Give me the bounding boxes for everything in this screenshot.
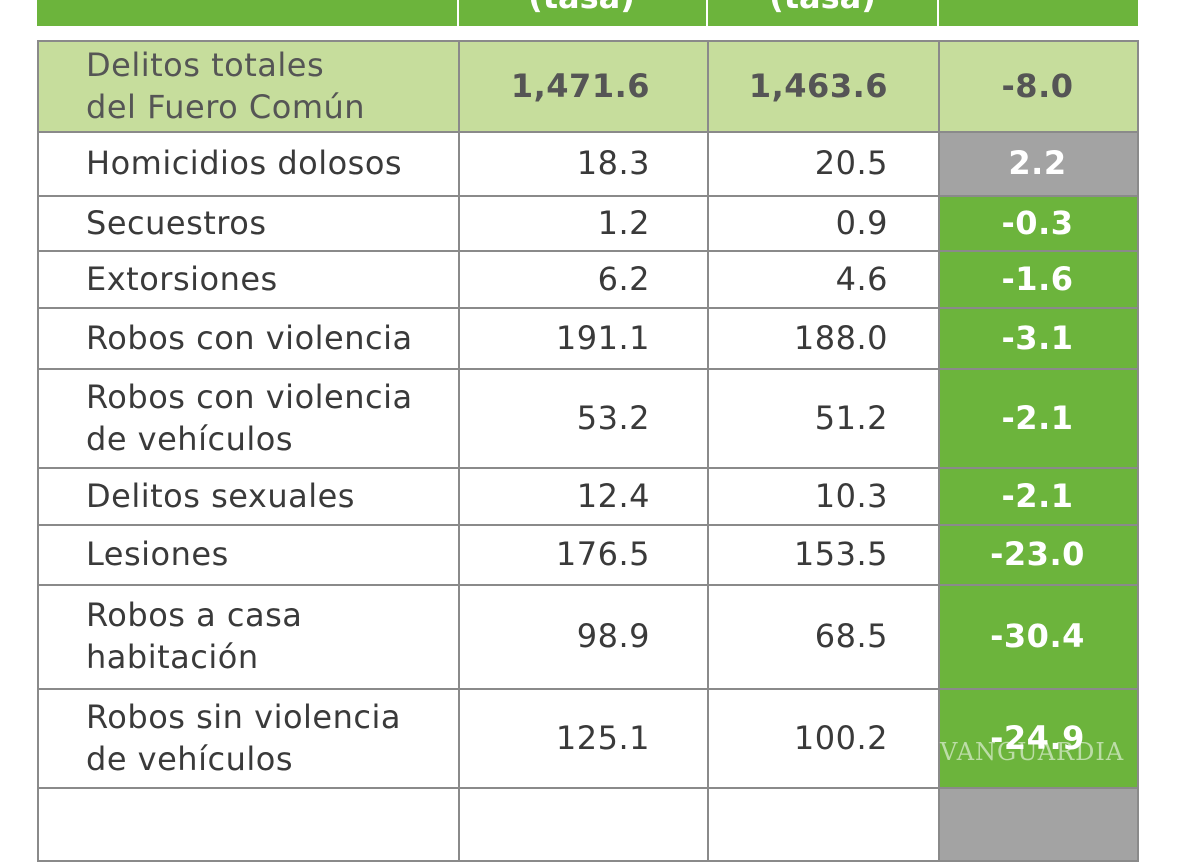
table-cell (37, 368, 460, 469)
table-cell (938, 131, 1139, 197)
table-cell (458, 584, 709, 690)
difference: -2.1 (1001, 476, 1074, 515)
rate-value: 10.3 (814, 476, 888, 515)
table-cell (37, 524, 460, 586)
row-label: Homicidios dolosos (86, 144, 403, 182)
rate-value: 1,463.6 (748, 66, 888, 105)
row-label: de vehículos (86, 739, 293, 778)
rate-value: 20.5 (814, 144, 888, 182)
divider (457, 0, 459, 26)
table-cell (707, 688, 940, 789)
table-cell (37, 584, 460, 690)
difference: 2.2 (1008, 144, 1067, 182)
rate-value: 4.6 (835, 259, 888, 298)
rate-value: 1,471.6 (510, 66, 650, 105)
table-cell (938, 688, 1139, 789)
table-cell (37, 787, 460, 862)
row-label: del Fuero Común (86, 87, 366, 126)
row-label: Delitos sexuales (86, 476, 355, 515)
rate-value: 0.9 (835, 203, 888, 242)
rate-value: 12.4 (576, 476, 650, 515)
table-cell (938, 584, 1139, 690)
header-bar: (tasa) (tasa) (37, 0, 1138, 26)
table-cell (458, 787, 709, 862)
table-cell (707, 307, 940, 370)
rate-value: 98.9 (576, 617, 650, 655)
difference: -24.9 (990, 718, 1085, 757)
table-cell (707, 368, 940, 469)
row-label: Robos a casa (86, 596, 303, 634)
table-cell (707, 787, 940, 862)
row-label: Robos sin violencia (86, 697, 401, 736)
row-label: Secuestros (86, 203, 267, 242)
rate-value: 100.2 (793, 718, 888, 757)
difference: -1.6 (1001, 259, 1074, 298)
rate-value: 153.5 (793, 535, 888, 573)
difference: -3.1 (1001, 318, 1074, 357)
rate-value: 53.2 (576, 398, 650, 437)
difference: -23.0 (990, 535, 1085, 573)
rate-value: 18.3 (576, 144, 650, 182)
rate-value: 191.1 (555, 318, 650, 357)
divider (937, 0, 939, 26)
rate-value: 188.0 (793, 318, 888, 357)
rate-value: 176.5 (555, 535, 650, 573)
difference: -0.3 (1001, 203, 1074, 242)
row-label: Robos con violencia (86, 318, 413, 357)
table-cell (458, 40, 709, 133)
difference: -8.0 (1001, 66, 1074, 105)
row-label: Lesiones (86, 535, 229, 573)
table-cell (938, 787, 1139, 862)
watermark: VANGUARDIA (940, 738, 1125, 766)
divider (706, 0, 708, 26)
table-cell (458, 250, 709, 309)
rate-value: 6.2 (597, 259, 650, 298)
column-header: (tasa) (457, 0, 706, 16)
row-label: de vehículos (86, 419, 293, 458)
column-header: (tasa) (708, 0, 937, 16)
rate-value: 51.2 (814, 398, 888, 437)
row-label: habitación (86, 638, 259, 676)
row-label: Extorsiones (86, 259, 278, 298)
rate-value: 68.5 (814, 617, 888, 655)
difference: -2.1 (1001, 398, 1074, 437)
difference: -30.4 (990, 617, 1085, 655)
table-cell (707, 40, 940, 133)
rate-value: 1.2 (597, 203, 650, 242)
row-label: Delitos totales (86, 45, 325, 84)
rate-value: 125.1 (555, 718, 650, 757)
row-label: Robos con violencia (86, 377, 413, 416)
table-cell (458, 524, 709, 586)
